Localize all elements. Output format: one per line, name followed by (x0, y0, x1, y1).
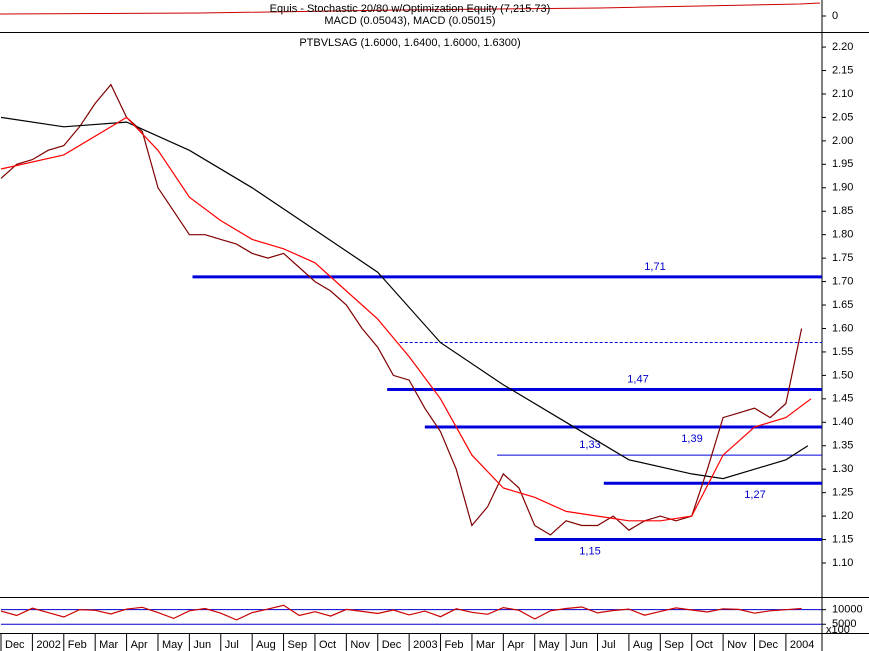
data-line (0, 116, 809, 480)
x-tick-label: Mar (99, 639, 118, 651)
y-tick-label: 2.15 (832, 64, 853, 76)
y-tick-label: 2.20 (832, 41, 853, 53)
y-tick-label: 1.70 (832, 275, 853, 287)
y-tick-label: 5000 (832, 618, 856, 630)
y-tick-label: 1.95 (832, 158, 853, 170)
level-label: 1,33 (579, 439, 600, 451)
level-label: 1,39 (681, 433, 702, 445)
y-tick-label: 1.50 (832, 369, 853, 381)
equity-line (0, 2, 821, 15)
y-tick-label: 1.25 (832, 487, 853, 499)
level-label: 1,47 (627, 373, 648, 385)
x-tick-label: Jul (225, 639, 239, 651)
x-tick-label: Nov (350, 639, 370, 651)
y-tick-label: 2.00 (832, 135, 853, 147)
x-tick-label: Mar (476, 639, 495, 651)
x-tick-label: 2004 (790, 639, 814, 651)
y-tick-label: 1.90 (832, 182, 853, 194)
y-tick-label: 2.05 (832, 111, 853, 123)
y-tick-label: 1.45 (832, 393, 853, 405)
x-tick-label: Sep (664, 639, 684, 651)
x-tick-label: May (539, 639, 560, 651)
y-tick-label: 10000 (832, 604, 863, 616)
level-label: 1,27 (744, 489, 765, 501)
x-tick-label: Oct (319, 639, 336, 651)
x-tick-label: Apr (131, 639, 148, 651)
y-tick-label: 1.40 (832, 416, 853, 428)
x-tick-label: Feb (445, 639, 464, 651)
y-tick-label: 1.75 (832, 252, 853, 264)
y-tick-label: 1.85 (832, 205, 853, 217)
x-tick-label: Dec (758, 639, 778, 651)
y-tick-label: 1.60 (832, 322, 853, 334)
x-tick-label: Sep (288, 639, 308, 651)
x-tick-label: Feb (68, 639, 87, 651)
x-tick-label: Dec (382, 639, 402, 651)
data-line (0, 604, 802, 621)
x-tick-label: 2003 (413, 639, 437, 651)
x-tick-label: Aug (256, 639, 276, 651)
chart-title: PTBVLSAG (1.6000, 1.6400, 1.6000, 1.6300… (299, 37, 520, 49)
x-tick-label: Jun (570, 639, 588, 651)
y-tick-label: 1.20 (832, 510, 853, 522)
y-tick-label: 1.35 (832, 440, 853, 452)
y-tick-label: 1.55 (832, 346, 853, 358)
x-tick-label: Nov (727, 639, 747, 651)
x-tick-label: Oct (696, 639, 713, 651)
unit-label: x100 (826, 624, 850, 636)
x-tick-label: Jul (602, 639, 616, 651)
y-tick-label: 1.30 (832, 463, 853, 475)
y-tick-label: 1.65 (832, 299, 853, 311)
x-tick-label: Apr (507, 639, 524, 651)
y-tick-label: 2.10 (832, 88, 853, 100)
y-tick-label: 0 (832, 10, 838, 22)
x-tick-label: Dec (5, 639, 25, 651)
data-line (0, 83, 803, 536)
pane-title: Equis - Stochastic 20/80 w/Optimization … (270, 3, 551, 15)
y-tick-label: 1.10 (832, 557, 853, 569)
x-tick-label: May (162, 639, 183, 651)
x-tick-label: Jun (193, 639, 211, 651)
level-label: 1,15 (579, 545, 600, 557)
data-line (0, 116, 812, 522)
x-tick-label: Aug (633, 639, 653, 651)
pane-subtitle: MACD (0.05043), MACD (0.05015) (324, 15, 495, 27)
y-tick-label: 1.15 (832, 533, 853, 545)
x-tick-label: 2002 (36, 639, 60, 651)
y-tick-label: 1.80 (832, 229, 853, 241)
level-label: 1,71 (644, 261, 665, 273)
